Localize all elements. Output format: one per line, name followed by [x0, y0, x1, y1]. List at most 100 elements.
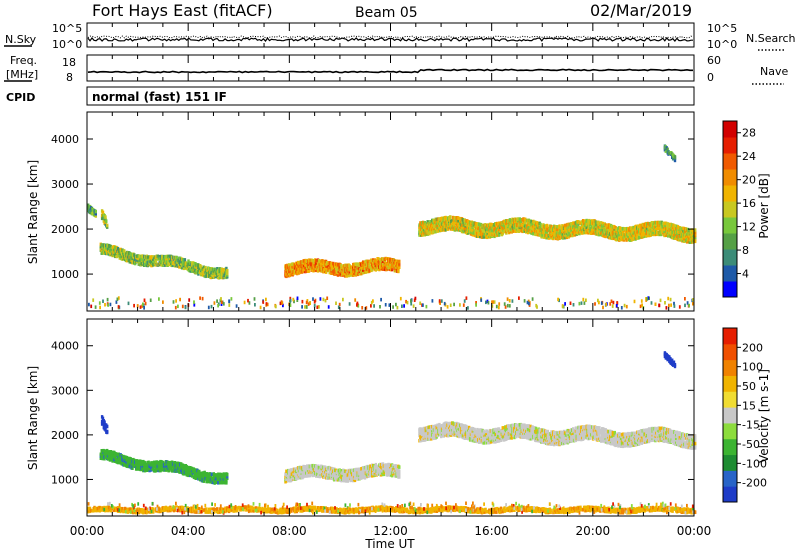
ground-scatter-cell: [504, 305, 507, 309]
date-label: 02/Mar/2019: [590, 1, 692, 20]
ground-scatter-cell: [495, 304, 498, 309]
ground-scatter-cell: [580, 301, 583, 305]
ground-scatter-cell: [654, 302, 657, 306]
ground-scatter-cell: [222, 302, 225, 306]
ground-scatter-cell: [528, 301, 531, 305]
range-cell: [94, 211, 97, 216]
ground-scatter-cell: [313, 303, 316, 308]
range-cell: [584, 230, 587, 235]
range-cell: [497, 427, 501, 431]
range-cell: [217, 472, 220, 477]
range-cell: [114, 456, 117, 460]
ground-scatter-cell: [531, 297, 534, 301]
range-cell: [226, 268, 229, 273]
noise-left-tick-bottom: 10^0: [52, 38, 82, 51]
ground-scatter-cell: [88, 302, 90, 307]
range-cell: [620, 236, 624, 240]
ground-scatter-cell: [669, 297, 672, 302]
ground-scatter-cell: [597, 298, 599, 303]
range-cell: [294, 467, 297, 471]
colorbar-segment: [723, 281, 737, 298]
range-cell: [105, 219, 108, 223]
ground-scatter-cell: [646, 297, 649, 301]
range-cell: [433, 222, 437, 227]
ground-scatter-cell: [475, 301, 477, 305]
ground-scatter-cell: [503, 302, 506, 306]
ground-scatter-cell: [410, 302, 413, 306]
ground-scatter-cell: [692, 298, 694, 302]
range-cell: [162, 460, 165, 465]
range-cell: [484, 437, 487, 441]
range-cell: [617, 234, 620, 238]
range-cell: [287, 269, 291, 274]
range-cell: [362, 270, 365, 275]
ground-scatter-cell: [289, 296, 292, 301]
range-cell: [317, 466, 321, 470]
ground-scatter-cell: [485, 300, 487, 305]
ground-scatter-cell: [307, 302, 310, 306]
range-cell: [601, 221, 605, 226]
range-cell: [621, 230, 625, 235]
ground-scatter-cell: [213, 301, 216, 305]
range-cell: [395, 259, 398, 263]
range-cell: [633, 227, 636, 232]
colorbar-segment: [723, 153, 737, 170]
colorbar-frame: [722, 120, 738, 298]
ground-scatter-cell: [439, 301, 441, 305]
range-cell: [451, 426, 455, 430]
range-cell: [628, 230, 631, 235]
ground-scatter-cell: [357, 304, 360, 308]
range-cell: [538, 225, 541, 230]
ground-scatter-cell: [639, 304, 642, 309]
ground-scatter-cell: [292, 297, 295, 302]
range-cell: [375, 267, 378, 271]
ground-scatter-cell: [326, 296, 329, 300]
range-cell: [368, 262, 371, 267]
range-cell: [444, 227, 447, 232]
range-cell: [683, 239, 686, 243]
ground-scatter-cell: [265, 297, 267, 302]
range-cell: [148, 466, 151, 471]
range-cell: [384, 256, 387, 261]
colorbar-segment: [723, 201, 737, 218]
range-cell: [212, 472, 215, 476]
range-cell: [353, 478, 357, 483]
noise-right-tick-bottom: 10^0: [707, 38, 737, 51]
range-cell: [368, 269, 371, 273]
ground-scatter-cell: [558, 298, 560, 303]
range-cell: [656, 226, 659, 231]
ground-scatter-cell: [380, 297, 382, 302]
range-cell: [390, 264, 394, 269]
range-cell: [350, 271, 353, 275]
ground-scatter-cell: [678, 305, 681, 309]
ground-scatter-cell: [611, 304, 614, 308]
ground-scatter-cell: [528, 301, 530, 306]
range-cell: [642, 231, 645, 235]
ground-scatter-cell: [282, 303, 284, 308]
range-cell: [175, 255, 178, 260]
ground-scatter-cell: [557, 297, 559, 302]
range-cell: [449, 217, 452, 222]
range-cell: [289, 468, 293, 472]
ground-scatter-cell: [289, 303, 292, 307]
ground-scatter-cell: [511, 299, 514, 303]
range-cell: [374, 462, 377, 467]
ground-scatter-cell: [462, 303, 465, 307]
ground-scatter-cell: [650, 301, 653, 305]
range-cell: [100, 216, 104, 221]
ground-scatter-cell: [312, 297, 314, 301]
ground-scatter-cell: [90, 304, 93, 309]
range-cell: [198, 268, 201, 272]
range-cell: [535, 221, 539, 225]
ground-scatter-cell: [304, 305, 306, 309]
noise-left-tick-top: 10^5: [52, 22, 82, 35]
range-cell: [152, 460, 156, 465]
ground-scatter-cell: [405, 299, 407, 304]
range-cell: [588, 218, 591, 223]
range-cell: [163, 464, 167, 469]
ground-scatter-cell: [201, 296, 204, 301]
ground-scatter-cell: [92, 298, 95, 302]
range-cell: [295, 476, 298, 481]
ground-scatter-cell: [623, 303, 626, 308]
ground-scatter-cell: [149, 298, 152, 302]
